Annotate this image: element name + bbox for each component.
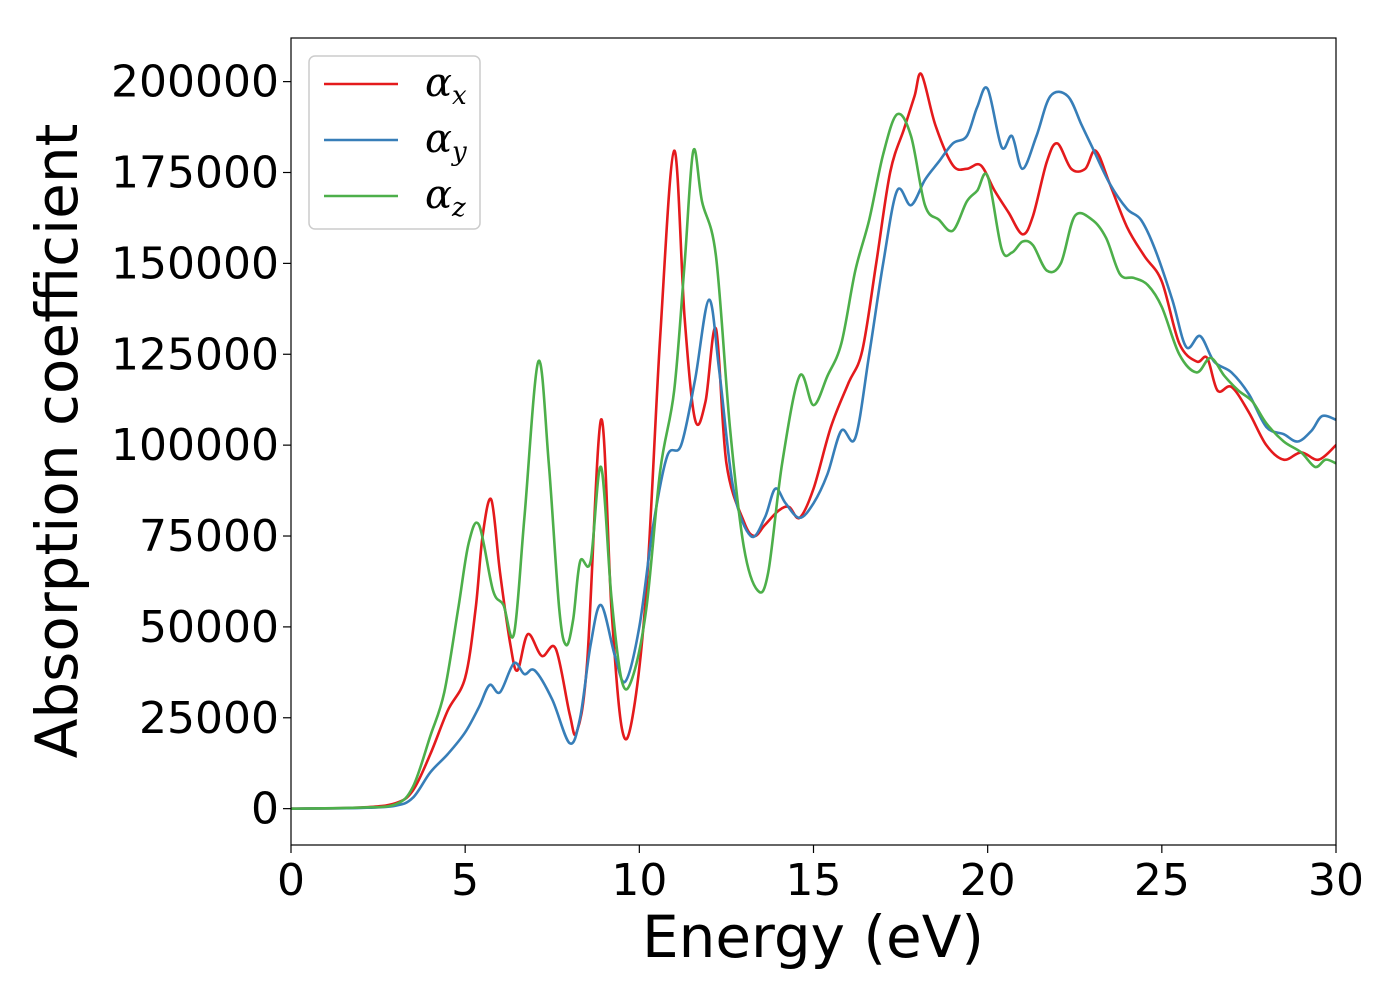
legend-label-alpha-z: αz (425, 172, 466, 223)
legend-label-subscript: y (451, 137, 467, 167)
x-tick-label: 10 (611, 855, 667, 906)
legend-label-subscript: z (451, 193, 466, 223)
series-line-alpha-x (291, 72, 1336, 810)
y-tick-label: 150000 (111, 238, 279, 289)
y-tick-label: 0 (251, 784, 279, 835)
y-axis-title: Absorption coefficient (23, 124, 91, 759)
legend-label-symbol: α (425, 60, 452, 106)
y-tick-label: 125000 (111, 329, 279, 380)
legend-label-alpha-y: αy (425, 116, 467, 167)
x-tick-label: 15 (786, 855, 842, 906)
y-tick-label: 200000 (111, 57, 279, 108)
y-tick-label: 175000 (111, 148, 279, 199)
legend-box (308, 55, 481, 230)
y-tick-label: 50000 (139, 602, 279, 653)
legend-label-alpha-x: αx (425, 60, 467, 111)
x-tick-label: 5 (451, 855, 479, 906)
x-tick-label: 30 (1308, 855, 1364, 906)
y-tick-label: 100000 (111, 420, 279, 471)
legend-label-symbol: α (425, 172, 452, 218)
x-tick-label: 20 (960, 855, 1016, 906)
series-line-alpha-z (291, 112, 1336, 810)
legend-label-subscript: x (452, 81, 467, 111)
series-layer (291, 72, 1336, 810)
y-axis-ticks: 0 25000 50000 75000 100000 125000 150000 175000… (111, 57, 291, 835)
x-tick-label: 0 (277, 855, 305, 906)
series-line-alpha-y (291, 86, 1336, 810)
x-axis-title: Energy (eV) (642, 903, 984, 971)
y-tick-label: 25000 (139, 693, 279, 744)
y-tick-label: 75000 (139, 511, 279, 562)
legend-label-symbol: α (425, 116, 452, 162)
x-tick-label: 25 (1134, 855, 1190, 906)
x-axis-ticks: 0 5 10 15 20 25 30 (277, 845, 1364, 906)
